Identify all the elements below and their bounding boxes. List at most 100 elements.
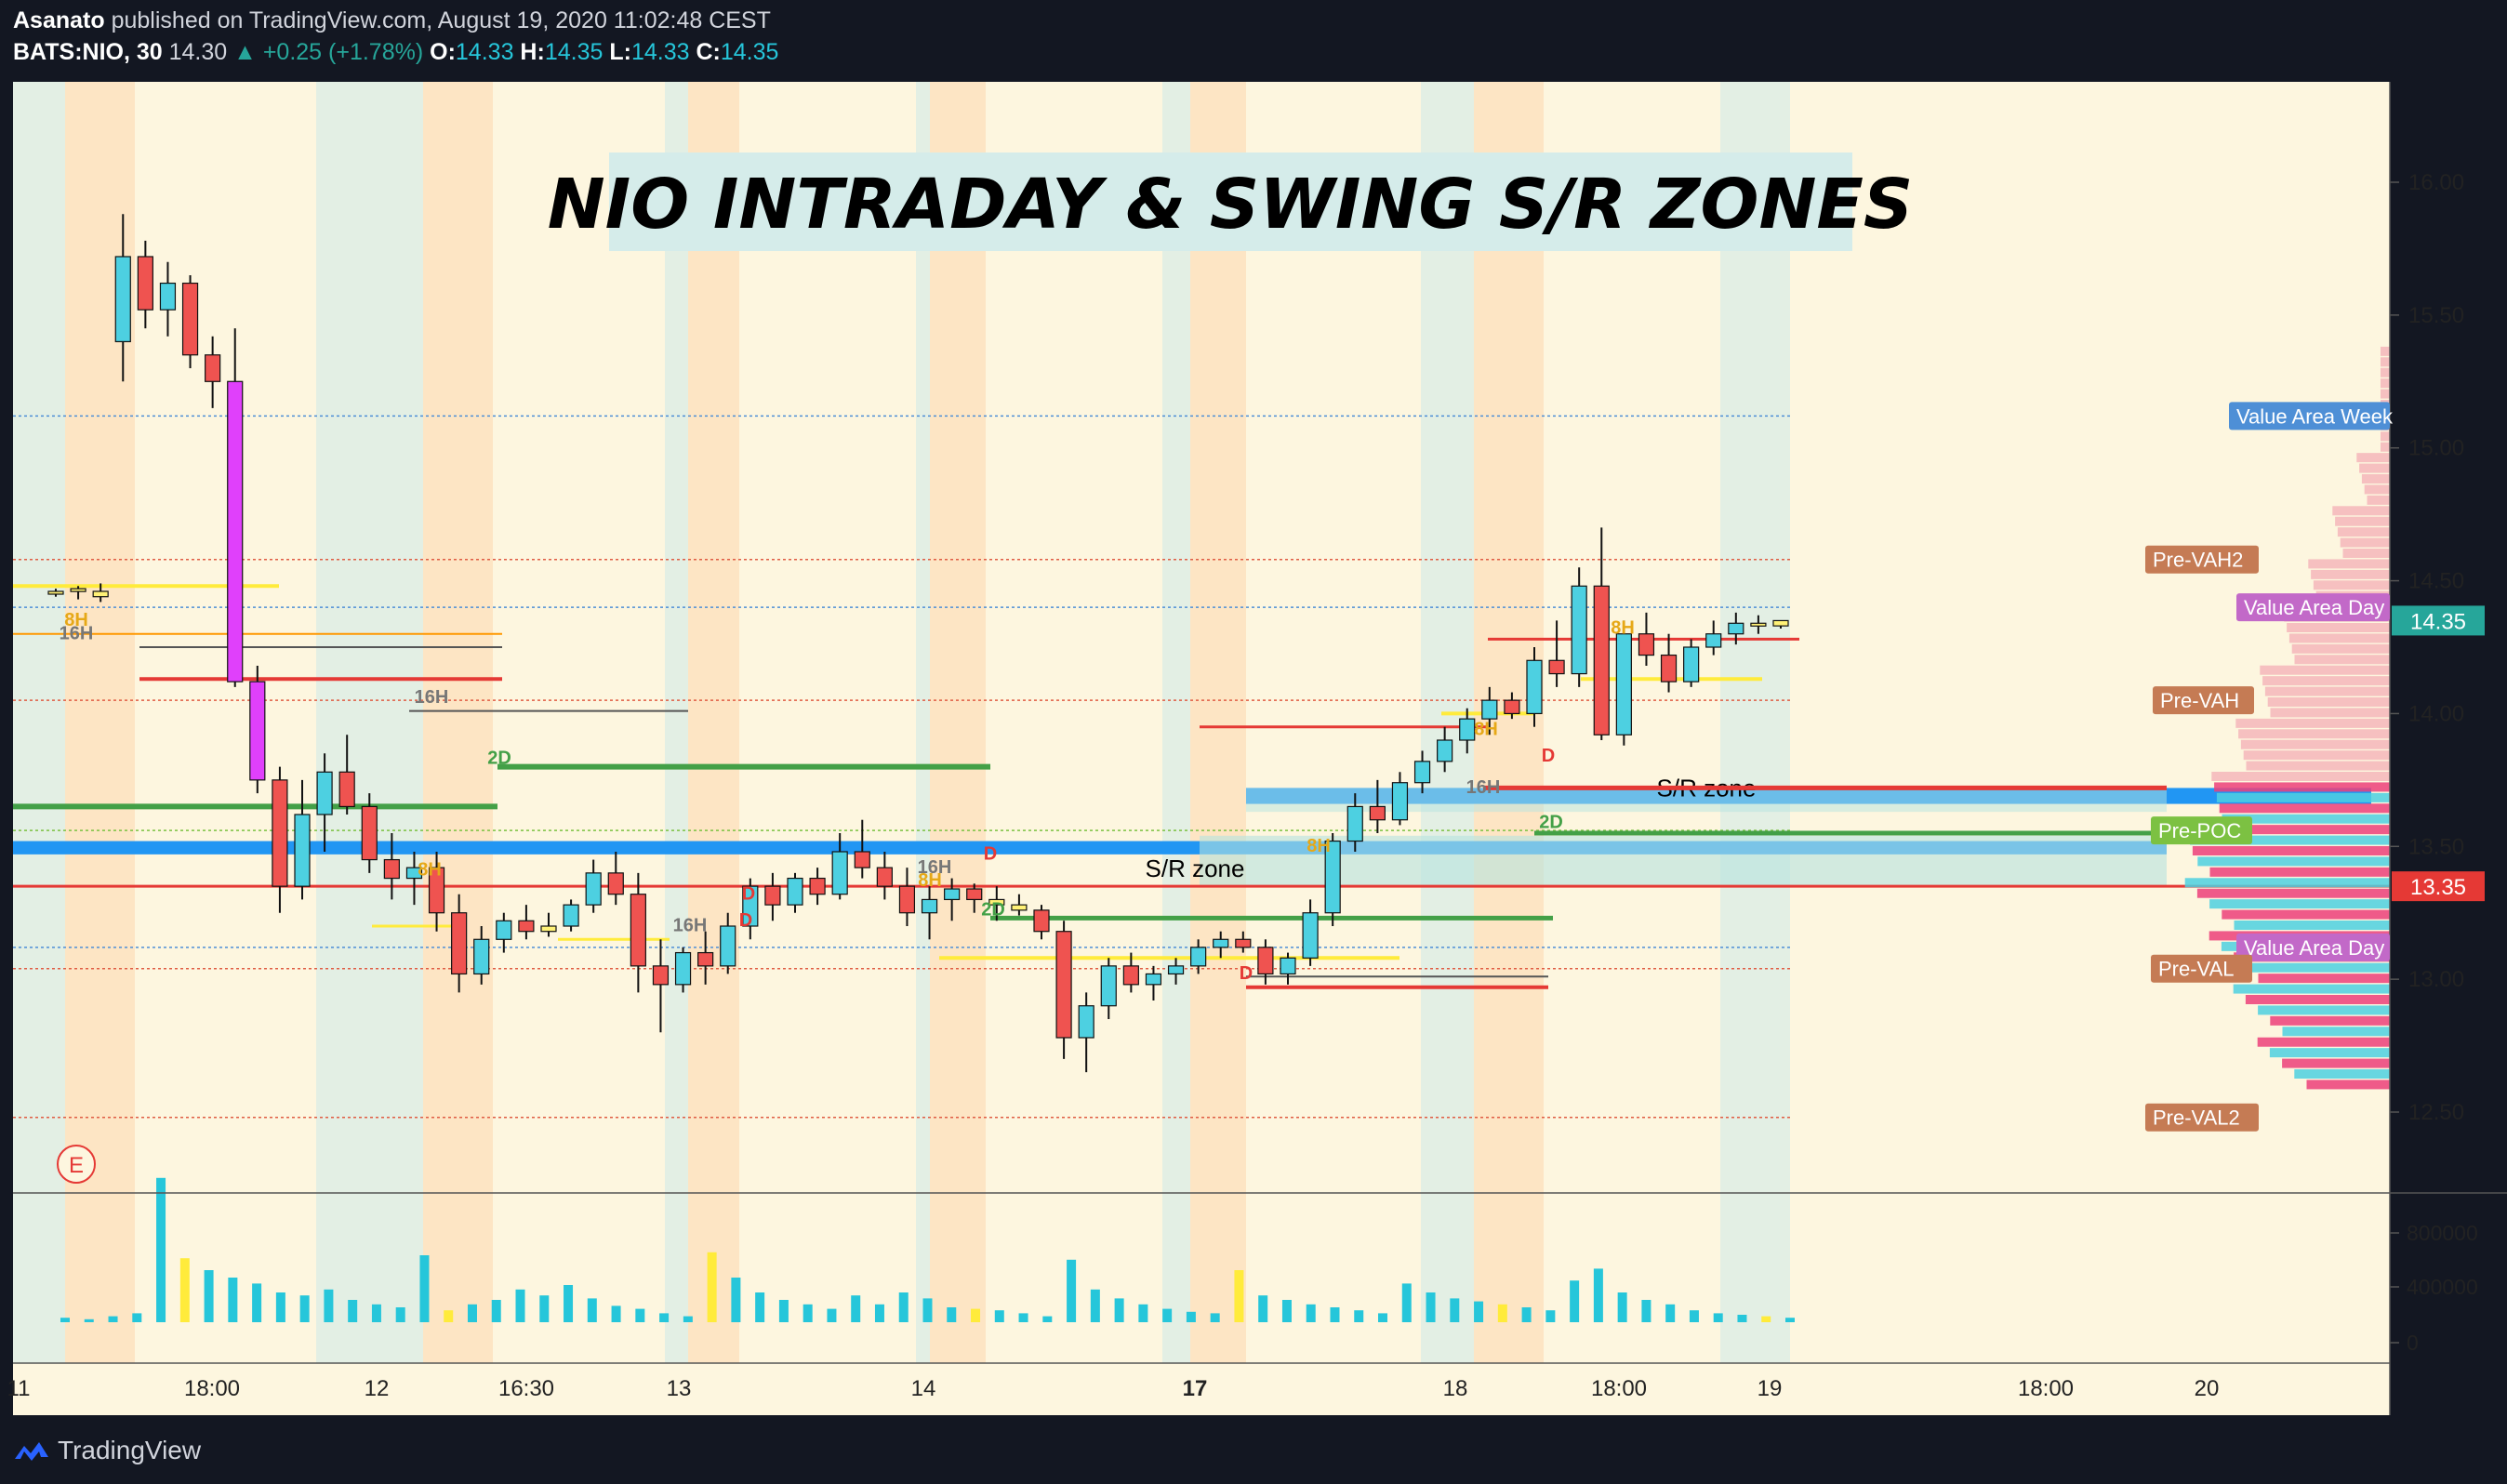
candle-body-57 [1324, 840, 1341, 914]
author-name[interactable]: Asanato [13, 7, 105, 33]
profile-bar [2211, 772, 2390, 781]
level-tag-box-5 [2236, 933, 2390, 961]
volume-bar-32 [827, 1308, 837, 1322]
candle-body-46 [1078, 1005, 1094, 1039]
time-label-2: 12 [365, 1376, 390, 1401]
profile-bar [2381, 367, 2390, 378]
candle-body-37 [876, 867, 893, 887]
candle-body-6 [181, 282, 199, 356]
profile-bar [2381, 346, 2390, 356]
volume-bar-58 [1450, 1298, 1460, 1322]
volume-bar-20 [539, 1295, 550, 1322]
volume-bar-43 [1090, 1289, 1100, 1322]
profile-bar [2196, 888, 2390, 898]
volume-bar-69 [1713, 1313, 1723, 1322]
time-axis[interactable]: 11 18:00 12 16:30 13 14 17 18 18:00 19 18:00 20 [7, 1376, 2220, 1401]
profile-bar [2257, 1037, 2390, 1047]
last-price: 14.30 [168, 39, 228, 65]
open-label: O: [430, 39, 456, 65]
tf-label-4: 8H [418, 860, 442, 881]
tf-label-5: 16H [673, 916, 708, 936]
volume-bar-52 [1306, 1304, 1316, 1322]
profile-bar [2258, 974, 2390, 984]
volume-tick-2: 0 [2407, 1331, 2419, 1355]
profile-bar [2184, 878, 2390, 888]
profile-bar [2282, 1058, 2390, 1068]
profile-bar [2340, 537, 2390, 548]
candle-body-22 [540, 925, 557, 933]
profile-bar [2294, 1069, 2390, 1079]
profile-bar [2222, 814, 2390, 824]
session-band-3 [423, 82, 493, 1363]
volume-bar-3 [132, 1313, 142, 1322]
volume-bar-14 [395, 1307, 405, 1322]
volume-bar-33 [851, 1295, 861, 1322]
candle-body-49 [1145, 973, 1162, 986]
candle-body-50 [1167, 965, 1185, 975]
volume-bar-12 [348, 1300, 358, 1322]
volume-bar-42 [1067, 1259, 1077, 1322]
tf-label-2: 16H [415, 687, 449, 708]
candle-body-59 [1369, 805, 1386, 821]
profile-bar [2306, 1080, 2390, 1090]
tf-label-3: 2D [487, 749, 511, 769]
candle-body-41 [966, 888, 983, 901]
profile-bar [2381, 389, 2390, 399]
level-tag-box-0 [2145, 545, 2259, 574]
volume-bar-13 [371, 1304, 381, 1322]
time-label-6: 17 [1183, 1376, 1208, 1401]
price-axis[interactable]: 16.00 15.50 15.00 14.50 14.00 13.50 13.00 12.50 [2390, 170, 2464, 1125]
volume-bar-17 [467, 1304, 477, 1322]
price-tick-3: 14.50 [2408, 569, 2464, 594]
volume-bar-8 [252, 1283, 262, 1322]
open-value: 14.33 [455, 39, 514, 65]
candle-body-53 [1235, 938, 1252, 948]
tf-label-0: 8H [64, 610, 88, 630]
profile-bar [2233, 984, 2390, 994]
volume-bar-38 [971, 1308, 981, 1322]
candle-body-56 [1302, 912, 1319, 959]
close-value: 14.35 [720, 39, 779, 65]
tf-label-9: 2D [981, 900, 1005, 921]
candle-body-17 [428, 867, 445, 914]
candle-body-40 [944, 888, 961, 901]
volume-bar-60 [1497, 1304, 1507, 1322]
candle-body-12 [316, 771, 333, 815]
candle-body-47 [1100, 965, 1117, 1007]
session-band-11 [1474, 82, 1544, 1363]
session-band-5 [688, 82, 739, 1363]
candle-body-24 [585, 872, 602, 906]
profile-bar [2267, 697, 2390, 707]
time-label-4: 13 [667, 1376, 692, 1401]
level-tag-box-6 [2151, 954, 2252, 983]
price-tick-5: 13.50 [2408, 834, 2464, 859]
publish-info: published on TradingView.com, August 19,… [111, 7, 771, 33]
sr-price-text: 13.35 [2410, 875, 2466, 900]
volume-bar-45 [1138, 1304, 1148, 1322]
tradingview-logo[interactable]: TradingView [13, 1436, 201, 1465]
candle-body-21 [518, 920, 535, 933]
profile-bar [2311, 569, 2390, 579]
level-tag-box-7 [2145, 1103, 2259, 1132]
candle-body-52 [1213, 938, 1229, 948]
candle-body-63 [1459, 718, 1476, 741]
tf-label-6: D [739, 910, 752, 931]
candle-body-44 [1033, 909, 1050, 933]
candle-body-18 [451, 912, 468, 975]
price-tick-1: 15.50 [2408, 303, 2464, 328]
current-price-text: 14.35 [2410, 609, 2466, 634]
candle-body-19 [473, 938, 490, 975]
symbol-label[interactable]: BATS:NIO, 30 [13, 39, 163, 65]
volume-bar-4 [156, 1177, 166, 1322]
volume-bar-62 [1545, 1310, 1556, 1322]
profile-bar [2381, 442, 2390, 452]
time-label-7: 18 [1443, 1376, 1468, 1401]
tf-label-7: 16H [918, 857, 952, 878]
level-tag-6: Pre-VAL [2158, 958, 2235, 981]
volume-axis[interactable]: 800000 400000 0 [2390, 1221, 2478, 1355]
earnings-marker[interactable]: E [57, 1145, 96, 1184]
volume-bar-56 [1401, 1283, 1412, 1322]
time-label-10: 18:00 [2018, 1376, 2074, 1401]
